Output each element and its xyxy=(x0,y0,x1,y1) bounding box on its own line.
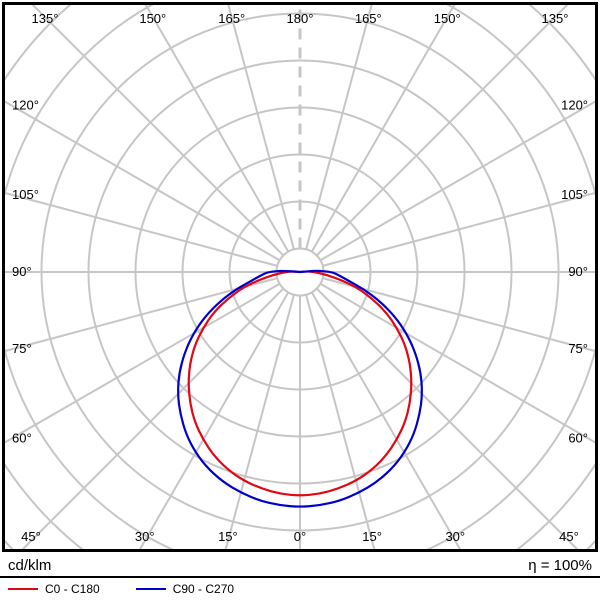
legend-item-c0-c180: C0 - C180 xyxy=(8,582,100,596)
grid-radial-line xyxy=(310,5,456,253)
angle-label: 15° xyxy=(362,529,382,544)
grid-radial-line xyxy=(5,100,281,262)
legend-line-blue xyxy=(135,588,166,590)
legend-line-red xyxy=(8,588,38,590)
angle-label: 30° xyxy=(445,529,465,544)
angle-label: 45° xyxy=(21,529,41,544)
angle-label: 60° xyxy=(568,430,588,445)
grid-radial-line xyxy=(224,294,295,549)
angle-label: 150° xyxy=(139,11,166,26)
angle-label: 135° xyxy=(542,11,569,26)
efficiency-label: η = 100% xyxy=(528,556,592,574)
grid-radial-line xyxy=(227,5,295,250)
legend-label-c90-c270: C90 - C270 xyxy=(172,582,235,596)
grid-radial-line xyxy=(305,5,373,250)
angle-label: 60° xyxy=(12,430,32,445)
angle-label: 90° xyxy=(568,264,588,279)
grid-radial-line xyxy=(315,5,569,257)
angle-label: 105° xyxy=(561,187,588,202)
angle-label: 45° xyxy=(559,529,579,544)
polar-chart-frame: 0° 15° 15° 30° 30° 45° 45° 60° 60° 75° 75° 90° 90° 10… xyxy=(2,2,598,552)
angle-label: 75° xyxy=(12,341,32,356)
grid-radial-line xyxy=(310,291,462,549)
angle-label: 15° xyxy=(218,529,238,544)
grid-radial-line xyxy=(5,277,278,353)
angle-label: 75° xyxy=(568,341,588,356)
grid-radial-line xyxy=(144,5,290,253)
angle-label: 105° xyxy=(12,187,39,202)
polar-grid xyxy=(5,5,595,549)
curve-c0-c180 xyxy=(187,270,413,497)
grid-radial-line xyxy=(315,287,579,549)
grid-radial-line xyxy=(138,291,290,549)
angle-label: 120° xyxy=(561,98,588,113)
footer-row: cd/klm η = 100% xyxy=(0,555,600,575)
grid-radial-line xyxy=(322,277,595,353)
angle-label: 165° xyxy=(355,11,382,26)
angle-label: 165° xyxy=(218,11,245,26)
legend-item-c90-c270: C90 - C270 xyxy=(135,582,235,596)
grid-radial-line xyxy=(305,294,376,549)
grid-radial-line xyxy=(319,100,595,262)
curve-c90-c270 xyxy=(177,269,423,508)
grid-radial-line xyxy=(31,5,285,257)
grid-radial-line xyxy=(5,282,281,444)
grid-radial-line xyxy=(5,191,278,267)
angle-label: 30° xyxy=(135,529,155,544)
legend-separator xyxy=(0,576,600,578)
legend-label-c0-c180: C0 - C180 xyxy=(45,582,100,596)
intensity-curves xyxy=(177,269,423,508)
angle-label: 120° xyxy=(12,98,39,113)
grid-radial-line xyxy=(319,282,595,444)
angle-labels: 0° 15° 15° 30° 30° 45° 45° 60° 60° 75° 75° 90° 90° 10… xyxy=(12,11,588,544)
polar-chart: 0° 15° 15° 30° 30° 45° 45° 60° 60° 75° 75° 90° 90° 10… xyxy=(5,5,595,549)
angle-label: 90° xyxy=(12,264,32,279)
legend: C0 - C180 C90 - C270 xyxy=(8,582,234,596)
angle-label: 150° xyxy=(434,11,461,26)
unit-label: cd/klm xyxy=(8,556,52,574)
grid-radial-line xyxy=(322,191,595,267)
angle-label: 180° xyxy=(287,11,314,26)
grid-radial-line xyxy=(21,287,285,549)
angle-label: 135° xyxy=(32,11,59,26)
angle-label: 0° xyxy=(294,529,306,544)
